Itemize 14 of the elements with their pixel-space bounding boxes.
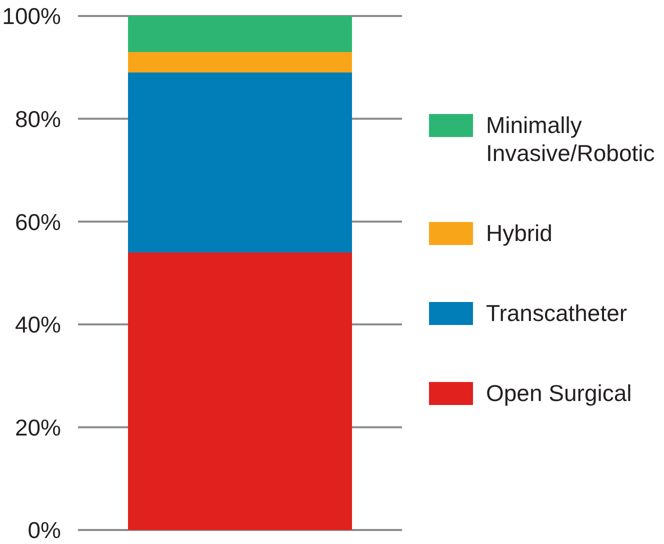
legend-label: Transcatheter <box>486 299 628 327</box>
bar <box>128 252 352 530</box>
y-tick-label: 100% <box>2 3 61 30</box>
legend-label: Open Surgical <box>486 379 633 407</box>
y-tick-label: 80% <box>14 106 61 132</box>
legend-label: Minimally Invasive/Robotic <box>486 111 656 167</box>
y-tick-label: 60% <box>14 208 61 235</box>
y-tick-label: 20% <box>14 414 61 440</box>
y-tick-label: 40% <box>14 312 61 338</box>
y-tick-label: 0% <box>28 517 61 544</box>
legend-label: Hybrid <box>486 219 554 247</box>
bar <box>128 72 352 252</box>
bar <box>128 16 352 52</box>
bar <box>128 52 352 73</box>
